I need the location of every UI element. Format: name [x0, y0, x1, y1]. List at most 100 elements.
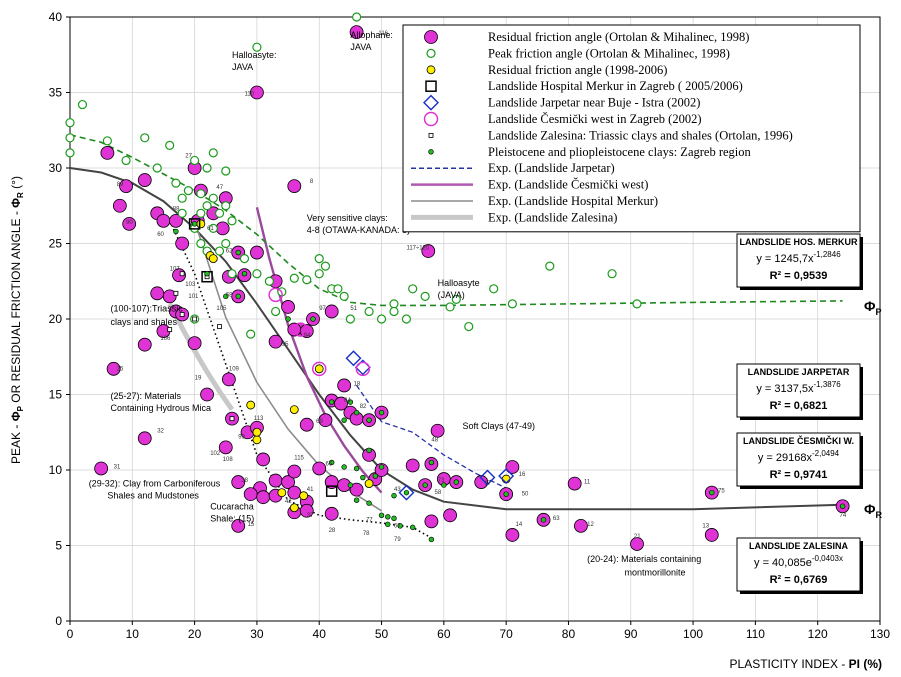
- point-yellow-dot: [246, 400, 256, 410]
- point-label: 116: [378, 31, 388, 37]
- fit-box-frame: [736, 363, 861, 418]
- point-magenta-dot: [505, 460, 520, 474]
- point-small-square: [192, 316, 198, 322]
- annotation-text: (100-107):Triassic: [111, 303, 184, 313]
- point-green-dot: [372, 473, 379, 479]
- point-green-ring: [252, 42, 262, 52]
- point-green-dot: [453, 479, 460, 485]
- point-green-ring: [177, 193, 187, 203]
- legend-label: Residual friction angle (Ortolan & Mihal…: [488, 30, 749, 44]
- point-label: 48: [431, 437, 438, 443]
- point-magenta-dot: [474, 475, 489, 489]
- point-green-dot: [503, 491, 509, 497]
- point-green-ring: [196, 189, 206, 199]
- point-magenta-dot: [324, 506, 339, 521]
- point-magenta-dot: [324, 304, 339, 319]
- point-yellow-dot: [208, 254, 218, 264]
- point-green-ring: [196, 208, 206, 218]
- legend-entry: Peak friction angle (Ortolan & Mihalinec…: [426, 46, 730, 60]
- point-magenta-dot: [256, 452, 271, 467]
- point-green-ring: [264, 276, 274, 286]
- fit-box: LANDSLIDE JARPETAR y = 3137,5x-1,3876 R² =…: [736, 363, 863, 420]
- x-tick-label: 100: [683, 627, 703, 641]
- point-blue-diamond: [479, 469, 496, 486]
- x-tick-label: 70: [499, 627, 513, 641]
- point-magenta-dot: [421, 244, 436, 258]
- point-magenta-dot: [137, 431, 152, 446]
- point-label: 79: [394, 537, 401, 543]
- legend: Residual friction angle (Ortolan & Mihal…: [402, 24, 861, 233]
- x-axis-label: PLASTICITY INDEX - PI (%): [730, 657, 882, 671]
- fit-box-equation: y = 1245,7x-1,2846: [756, 250, 841, 265]
- point-small-square: [179, 271, 185, 277]
- x-tick-label: 110: [746, 627, 765, 641]
- point-black-square: [325, 485, 338, 497]
- fit-box-r2: R² = 0,6769: [770, 574, 828, 586]
- point-magenta-dot: [349, 482, 364, 497]
- annotation-text: 4-8 (OTAWA-KANADA: 8): [307, 225, 410, 235]
- fit-box-r2: R² = 0,6821: [770, 400, 828, 412]
- point-magenta-dot: [349, 25, 364, 39]
- point-green-dot: [378, 409, 385, 416]
- point-green-ring: [202, 201, 212, 211]
- legend-label: Pleistocene and pliopleistocene clays: Z…: [488, 145, 752, 159]
- point-green-dot: [328, 399, 335, 405]
- point-green-ring: [314, 269, 324, 279]
- point-magenta-dot: [169, 213, 183, 228]
- point-label: 106: [160, 336, 171, 342]
- fit-box-title: LANDSLIDE HOS. MERKUR: [739, 237, 858, 247]
- point-label: 27: [185, 153, 192, 159]
- point-green-ring: [464, 321, 474, 332]
- point-label: 18: [354, 381, 361, 387]
- point-blue-diamond: [498, 468, 515, 485]
- point-label: 47: [216, 185, 223, 191]
- x-tick-label: 10: [126, 627, 140, 641]
- point-yellow-dot: [277, 488, 287, 498]
- point-green-ring: [183, 186, 193, 196]
- point-magenta-dot: [137, 337, 152, 352]
- point-green-ring: [221, 238, 231, 249]
- x-tick-label: 30: [250, 627, 264, 641]
- curve-residual-trend: [69, 167, 843, 511]
- point-label: 74: [840, 513, 847, 519]
- point-magenta-dot: [119, 179, 133, 194]
- legend-marker-green-ring: [426, 48, 436, 59]
- point-label: 78: [363, 531, 370, 537]
- legend-marker-green-dot: [428, 149, 434, 155]
- point-label: 110: [244, 92, 254, 98]
- point-magenta-dot: [106, 361, 121, 376]
- point-yellow-dot: [289, 503, 299, 513]
- point-label: 88: [173, 206, 180, 212]
- fit-box-title: LANDSLIDE JARPETAR: [748, 367, 850, 377]
- fit-box: LANDSLIDE ZALESINA y = 40,085e-0,0403x R² …: [736, 537, 863, 594]
- point-green-ring: [445, 302, 455, 312]
- point-small-square: [179, 312, 185, 317]
- x-axis-ticks: 0 10 20 30 40 50 60 70 80 90 100 110 120 130: [67, 621, 890, 641]
- point-green-ring: [352, 12, 362, 22]
- point-yellow-dot: [289, 405, 299, 415]
- point-green-dot: [378, 464, 385, 470]
- y-tick-label: 10: [49, 463, 63, 477]
- point-green-dot: [366, 417, 372, 423]
- point-magenta-ring: [293, 322, 308, 337]
- point-magenta-dot: [312, 461, 327, 476]
- point-green-ring: [389, 299, 399, 309]
- legend-entry: Landslide Jarpetar near Buje - Istra (20…: [423, 94, 700, 111]
- point-green-dot: [328, 459, 335, 466]
- point-label: 21: [634, 534, 641, 540]
- point-label: 17: [484, 481, 491, 487]
- legend-entry: Exp. (Landslide Hospital Merkur): [411, 194, 658, 208]
- point-label: 11: [584, 480, 591, 486]
- curve-peak-trend: [69, 134, 843, 307]
- y-tick-label: 40: [49, 10, 63, 24]
- point-label: 61: [207, 226, 214, 232]
- x-tick-label: 20: [188, 627, 202, 641]
- x-tick-label: 40: [313, 627, 327, 641]
- fit-box: LANDSLIDE HOS. MERKUR y = 1245,7x-1,2846 R…: [736, 233, 863, 290]
- point-green-ring: [420, 291, 430, 301]
- point-green-dot: [422, 482, 428, 488]
- point-green-ring: [196, 238, 206, 249]
- point-label: 69: [316, 419, 323, 425]
- fit-box-title: LANDSLIDE ZALESINA: [749, 541, 849, 551]
